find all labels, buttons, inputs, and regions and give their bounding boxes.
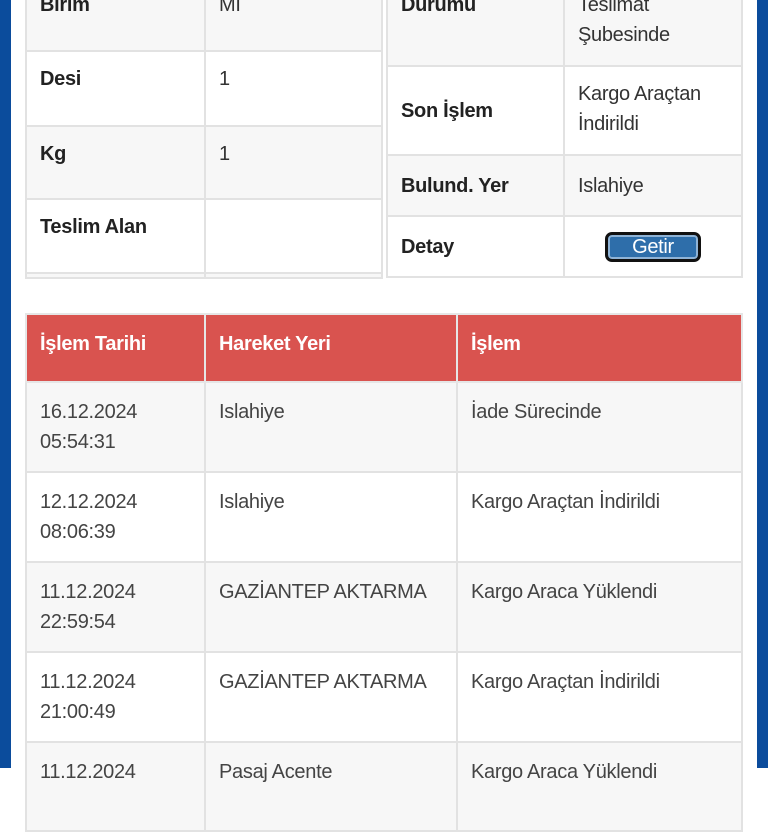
place-cell: Islahiye — [204, 381, 458, 473]
label: Birim — [25, 0, 206, 52]
place-cell: Islahiye — [204, 471, 458, 563]
place-cell: GAZİANTEP AKTARMA — [204, 651, 458, 743]
operation-cell: Kargo Araçtan İndirildi — [456, 651, 743, 743]
time: 21:00:49 — [40, 701, 116, 723]
row-detay: Detay Getir — [386, 215, 743, 278]
history-table: İşlem Tarihi Hareket Yeri İşlem 16.12.20… — [25, 313, 743, 832]
time: 08:06:39 — [40, 521, 116, 543]
date: 16.12.2024 — [40, 401, 138, 423]
header-date: İşlem Tarihi — [25, 313, 206, 383]
value: 1 — [204, 50, 383, 127]
row-durumu: Durumu Teslimat Şubesinde — [386, 0, 743, 67]
row-son-islem: Son İşlem Kargo Araçtan İndirildi — [386, 65, 743, 156]
label: Kg — [25, 125, 206, 200]
date: 11.12.2024 — [40, 671, 136, 693]
value: Teslimat Şubesinde — [563, 0, 743, 67]
row-kg: Kg 1 — [25, 125, 383, 200]
row-bulund-yer: Bulund. Yer Islahiye — [386, 154, 743, 217]
row-desi: Desi 1 — [25, 50, 383, 127]
row-birim: Birim MI — [25, 0, 383, 52]
history-header: İşlem Tarihi Hareket Yeri İşlem — [25, 313, 743, 383]
table-row: 11.12.2024 21:00:49 GAZİANTEP AKTARMA Kargo… — [25, 651, 743, 743]
label: Son İşlem — [386, 65, 565, 156]
value: Islahiye — [563, 154, 743, 217]
right-frame-edge — [757, 0, 768, 768]
getir-button[interactable]: Getir — [605, 231, 701, 262]
status-info-table: Durumu Teslimat Şubesinde Son İşlem Kargo … — [386, 0, 743, 278]
time: 05:54:31 — [40, 431, 116, 453]
label: Desi — [25, 50, 206, 127]
date: 11.12.2024 — [40, 761, 136, 783]
date: 11.12.2024 — [40, 581, 136, 603]
table-row: 11.12.2024 Pasaj Acente Kargo Araca Yüklen… — [25, 741, 743, 832]
date-cell: 16.12.2024 05:54:31 — [25, 381, 206, 473]
value — [204, 198, 383, 274]
value: 1 — [204, 125, 383, 200]
left-frame-edge — [0, 0, 11, 768]
label: Bulund. Yer — [386, 154, 565, 217]
place-cell: Pasaj Acente — [204, 741, 458, 832]
operation-cell: Kargo Araca Yüklendi — [456, 561, 743, 653]
operation-cell: Kargo Araca Yüklendi — [456, 741, 743, 832]
label: Detay — [386, 215, 565, 278]
value: Kargo Araçtan İndirildi — [563, 65, 743, 156]
time: 22:59:54 — [40, 611, 116, 633]
operation-cell: Kargo Araçtan İndirildi — [456, 471, 743, 563]
header-place: Hareket Yeri — [204, 313, 458, 383]
table-row: 11.12.2024 22:59:54 GAZİANTEP AKTARMA Kargo… — [25, 561, 743, 653]
value: MI — [204, 0, 383, 52]
place-cell: GAZİANTEP AKTARMA — [204, 561, 458, 653]
operation-cell: İade Sürecinde — [456, 381, 743, 473]
table-row: 16.12.2024 05:54:31 Islahiye İade Sürecinde — [25, 381, 743, 473]
label: Teslim Alan — [25, 198, 206, 274]
date-cell: 11.12.2024 — [25, 741, 206, 832]
row-spacer — [25, 272, 383, 279]
row-teslim-alan: Teslim Alan — [25, 198, 383, 274]
label: Durumu — [386, 0, 565, 67]
date-cell: 12.12.2024 08:06:39 — [25, 471, 206, 563]
date-cell: 11.12.2024 22:59:54 — [25, 561, 206, 653]
table-row: 12.12.2024 08:06:39 Islahiye Kargo Araçtan … — [25, 471, 743, 563]
date-cell: 11.12.2024 21:00:49 — [25, 651, 206, 743]
shipment-info-table: Birim MI Desi 1 Kg 1 Teslim Alan — [25, 0, 383, 279]
date: 12.12.2024 — [40, 491, 138, 513]
header-operation: İşlem — [456, 313, 743, 383]
